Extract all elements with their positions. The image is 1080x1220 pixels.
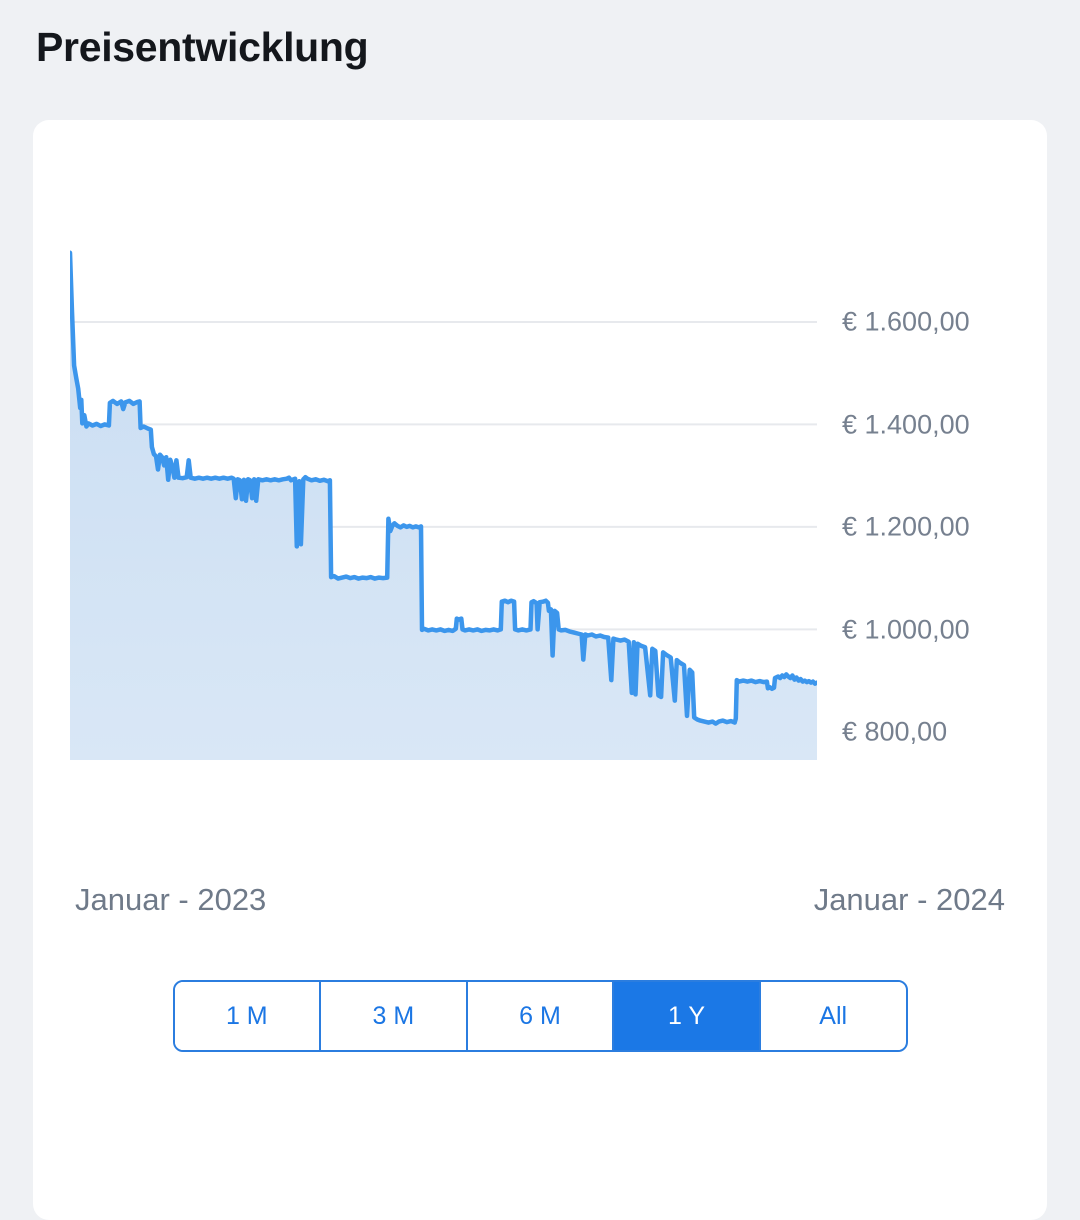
range-button-all[interactable]: All [758,982,906,1051]
price-chart-card: € 1.600,00 € 1.400,00 € 1.200,00 € 1.000… [33,120,1047,1220]
range-button-1m[interactable]: 1 M [174,982,320,1051]
price-area [70,252,817,761]
x-axis-label-end: Januar - 2024 [813,882,1005,918]
y-axis-label: € 1.600,00 [842,306,970,337]
x-axis-labels: Januar - 2023 Januar - 2024 [75,882,1005,918]
y-axis-label: € 1.400,00 [842,409,970,440]
chart-area: € 1.600,00 € 1.400,00 € 1.200,00 € 1.000… [70,240,1070,761]
range-button-3m[interactable]: 3 M [319,982,466,1051]
price-chart-svg [70,250,817,761]
range-selector: 1 M 3 M 6 M 1 Y All [172,980,908,1053]
y-axis-label: € 1.200,00 [842,511,970,542]
y-axis-label: € 800,00 [842,716,948,747]
range-button-1y[interactable]: 1 Y [612,982,759,1051]
price-line [70,250,817,726]
x-axis-label-start: Januar - 2023 [75,882,267,918]
y-axis-label: € 1.000,00 [842,614,970,645]
range-button-6m[interactable]: 6 M [465,982,613,1051]
page-title: Preisentwicklung [36,24,369,70]
